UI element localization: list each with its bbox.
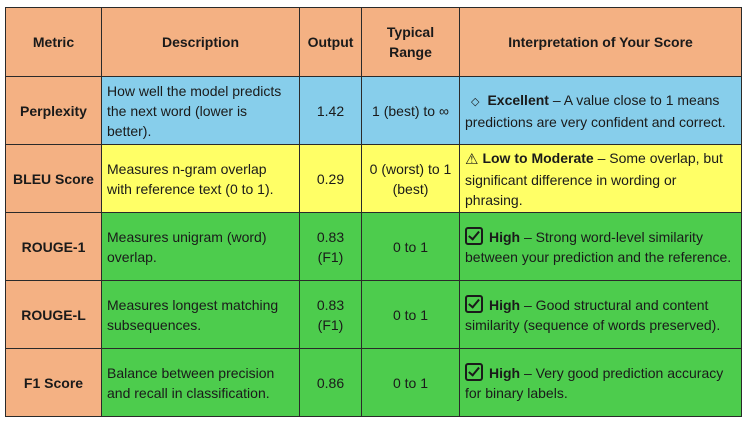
score-level: High — [489, 364, 521, 381]
score-level: High — [489, 296, 521, 313]
metric-output: 0.83 (F1) — [299, 280, 362, 349]
metric-interpretation: High – Strong word-level similarity betw… — [459, 212, 742, 281]
metric-name: BLEU Score — [5, 144, 102, 213]
score-note: – Some overlap, but significant differen… — [465, 149, 723, 208]
header-description: Description — [101, 7, 300, 77]
metric-range: 0 (worst) to 1 (best) — [361, 144, 460, 213]
metric-name: ROUGE-L — [5, 280, 102, 349]
table-row: Perplexity How well the model predicts t… — [5, 76, 742, 145]
score-level: Low to Moderate — [482, 149, 594, 166]
metric-interpretation: ⚠ Low to Moderate – Some overlap, but sig… — [459, 144, 742, 213]
metric-name: ROUGE-1 — [5, 212, 102, 281]
score-note: – Strong word-level similarity between y… — [465, 228, 732, 265]
metric-description: Measures n-gram overlap with reference t… — [101, 144, 300, 213]
score-note: – Very good prediction accuracy for bina… — [465, 364, 724, 401]
header-typical-range: Typical Range — [361, 7, 460, 77]
metric-interpretation: High – Good structural and content simil… — [459, 280, 742, 349]
diamond-icon: ◇ — [471, 95, 480, 108]
score-level: Excellent — [487, 91, 549, 108]
metric-range: 1 (best) to ∞ — [361, 76, 460, 145]
metric-output: 0.83 (F1) — [299, 212, 362, 281]
table-row: ROUGE-L Measures longest matching subseq… — [5, 280, 742, 349]
score-level: High — [489, 228, 521, 245]
metric-range: 0 to 1 — [361, 212, 460, 281]
metric-output: 1.42 — [299, 76, 362, 145]
checkbox-icon — [465, 362, 483, 381]
metric-description: Measures longest matching subsequences. — [101, 280, 300, 349]
warning-icon: ⚠ — [465, 150, 479, 168]
metric-range: 0 to 1 — [361, 280, 460, 349]
metric-output: 0.29 — [299, 144, 362, 213]
table-row: F1 Score Balance between precision and r… — [5, 348, 742, 417]
metric-description: Balance between precision and recall in … — [101, 348, 300, 417]
metric-interpretation: High – Very good prediction accuracy for… — [459, 348, 742, 417]
score-note: – Good structural and content similarity… — [465, 296, 721, 333]
header-interpretation: Interpretation of Your Score — [459, 7, 742, 77]
score-note: – A value close to 1 means predictions a… — [465, 91, 726, 130]
table-row: ROUGE-1 Measures unigram (word) overlap.… — [5, 212, 742, 281]
metrics-table-container: Metric Description Output Typical Range … — [5, 7, 742, 417]
metrics-table: Metric Description Output Typical Range … — [5, 7, 742, 417]
metric-description: Measures unigram (word) overlap. — [101, 212, 300, 281]
table-row: BLEU Score Measures n-gram overlap with … — [5, 144, 742, 213]
checkbox-icon — [465, 294, 483, 313]
metric-name: Perplexity — [5, 76, 102, 145]
metric-interpretation: ◇ Excellent – A value close to 1 means pr… — [459, 76, 742, 145]
header-metric: Metric — [5, 7, 102, 77]
metric-description: How well the model predicts the next wor… — [101, 76, 300, 145]
metric-range: 0 to 1 — [361, 348, 460, 417]
header-output: Output — [299, 7, 362, 77]
header-row: Metric Description Output Typical Range … — [5, 7, 742, 77]
metric-name: F1 Score — [5, 348, 102, 417]
metric-output: 0.86 — [299, 348, 362, 417]
checkbox-icon — [465, 226, 483, 245]
